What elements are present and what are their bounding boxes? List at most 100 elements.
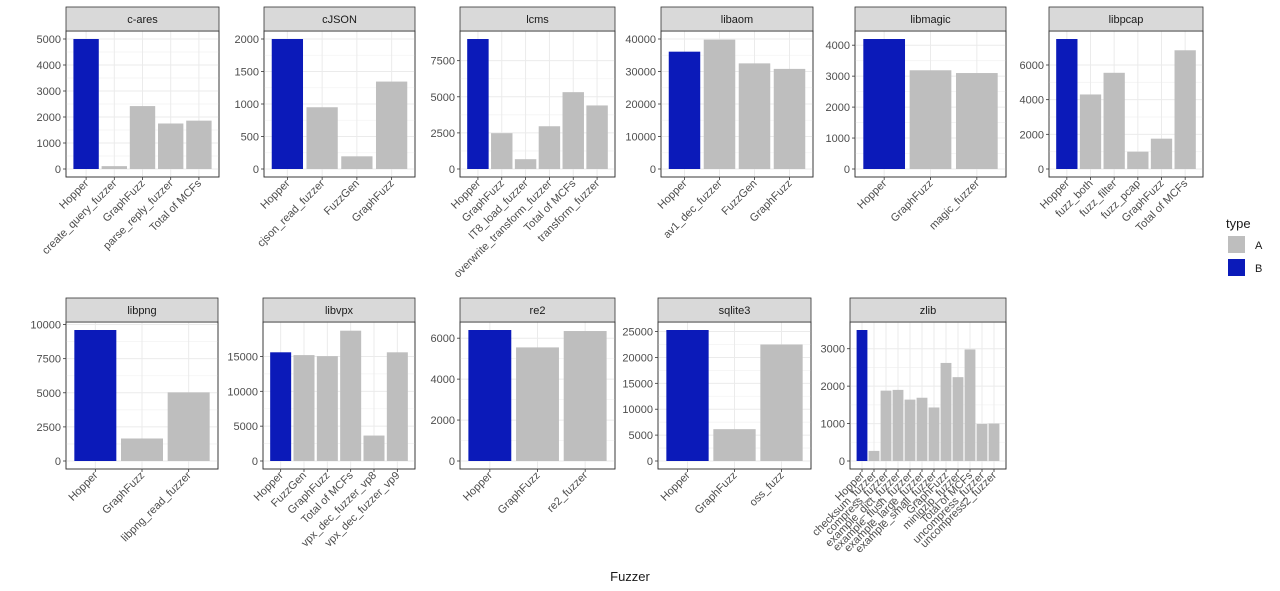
- legend: type AB: [1226, 216, 1263, 276]
- strip-label: lcms: [526, 14, 549, 26]
- x-tick-label: GraphFuzz: [693, 470, 740, 517]
- legend-label: B: [1255, 263, 1262, 275]
- x-tick-label: Hopper: [258, 177, 292, 211]
- y-tick-label: 0: [1038, 164, 1044, 176]
- bar-libpcap-graphfuzz: [1150, 138, 1173, 169]
- x-tick-label: Hopper: [855, 177, 889, 211]
- bar-libaom-av1-dec-fuzzer: [703, 39, 736, 170]
- x-tick-label: re2_fuzzer: [545, 469, 590, 514]
- bar-libpcap-total-of-mcfs: [1174, 50, 1196, 170]
- bar-c-ares-hopper: [73, 39, 99, 169]
- bar-re2-hopper: [468, 330, 512, 461]
- bar-c-ares-create-query-fuzzer: [101, 166, 127, 169]
- bar-sqlite3-hopper: [666, 330, 709, 461]
- y-tick-label: 2000: [37, 112, 61, 124]
- x-tick-label: Hopper: [461, 469, 495, 503]
- y-tick-label: 20000: [622, 352, 653, 364]
- y-tick-label: 2500: [431, 128, 455, 140]
- panel-zlib: Hopperchecksum_fuzzercompress_fuzzerexam…: [810, 297, 1007, 556]
- strip-label: libvpx: [325, 305, 354, 317]
- panel-libpng: Hopper GraphFuzzlibpng_read_fuzzer0250050…: [30, 297, 219, 544]
- x-tick-label: magic_fuzzer: [927, 177, 982, 232]
- x-axis-title: Fuzzer: [610, 569, 650, 584]
- strip-re2: [459, 297, 616, 323]
- x-tick-label: GraphFuzz: [496, 470, 543, 517]
- x-tick-label: oss_fuzz: [747, 470, 786, 509]
- bar-zlib-uncompress-fuzzer: [976, 423, 988, 461]
- bar-libpng-hopper: [74, 330, 117, 461]
- panel-libaom: Hopperav1_dec_fuzzerFuzzGenGraphFuzz0100…: [625, 6, 814, 241]
- bar-sqlite3-oss-fuzz: [760, 344, 803, 461]
- bar-libvpx-total-of-mcfs: [340, 330, 362, 461]
- y-tick-label: 0: [650, 164, 656, 176]
- bar-lcms-graphfuzz: [491, 133, 513, 169]
- y-tick-label: 0: [253, 164, 259, 176]
- y-tick-label: 6000: [1020, 60, 1044, 72]
- bar-zlib-example-dict-fuzzer: [892, 389, 904, 461]
- y-tick-label: 2000: [1020, 129, 1044, 141]
- legend-label: A: [1255, 240, 1263, 252]
- y-tick-label: 4000: [826, 40, 850, 52]
- y-tick-label: 0: [252, 456, 258, 468]
- y-tick-label: 0: [55, 456, 61, 468]
- bar-zlib-checksum-fuzzer: [868, 450, 880, 461]
- bar-libaom-fuzzgen: [738, 63, 771, 169]
- y-tick-label: 3000: [37, 86, 61, 98]
- y-tick-label: 4000: [431, 374, 455, 386]
- bar-libvpx-graphfuzz: [316, 356, 338, 461]
- y-tick-label: 3000: [826, 71, 850, 83]
- y-tick-label: 6000: [431, 333, 455, 345]
- bar-sqlite3-graphfuzz: [713, 429, 756, 461]
- strip-label: sqlite3: [719, 305, 751, 317]
- bar-zlib-example-large-fuzzer: [916, 397, 928, 461]
- y-tick-label: 5000: [37, 34, 61, 46]
- panel-lcms: HopperGraphFuzzIT8_load_fuzzeroverwrite_…: [431, 6, 616, 280]
- panel-libpcap: Hopperfuzz_bothfuzz_filterfuzz_pcapGraph…: [1020, 6, 1204, 234]
- y-tick-label: 30000: [625, 67, 656, 79]
- bar-cjson-graphfuzz: [375, 81, 408, 169]
- strip-libvpx: [262, 297, 416, 323]
- bar-libvpx-fuzzgen: [293, 355, 315, 461]
- bar-re2-re2-fuzzer: [563, 331, 607, 461]
- x-tick-label: GraphFuzz: [889, 178, 936, 225]
- y-tick-label: 1500: [235, 67, 259, 79]
- y-tick-label: 1000: [821, 419, 845, 431]
- facet-panels: Hoppercreate_query_fuzzerGraphFuzzparse_…: [30, 6, 1204, 556]
- strip-libpng: [65, 297, 219, 323]
- bar-zlib-total-of-mcfs: [964, 349, 976, 461]
- bar-libvpx-vpx-dec-fuzzer-vp9: [386, 352, 408, 461]
- y-tick-label: 40000: [625, 34, 656, 46]
- panel-sqlite3: Hopper GraphFuzz oss_fuzz 0 5000 10000 15000 20…: [622, 297, 812, 517]
- bar-zlib-minigzip-fuzzer: [952, 377, 964, 461]
- y-tick-label: 0: [449, 164, 455, 176]
- bar-zlib-compress-fuzzer: [880, 390, 892, 461]
- bar-lcms-total-of-mcfs: [562, 92, 584, 169]
- y-tick-label: 0: [839, 456, 845, 468]
- bar-libpng-libpng-read-fuzzer: [167, 392, 210, 461]
- bar-lcms-overwrite-transform-fuzzer: [538, 126, 561, 169]
- strip-label: libpcap: [1109, 14, 1144, 26]
- bar-cjson-fuzzgen: [341, 156, 373, 169]
- bar-libpcap-hopper: [1056, 39, 1078, 169]
- bar-lcms-transform-fuzzer: [586, 105, 608, 169]
- bar-libaom-graphfuzz: [773, 68, 806, 169]
- y-tick-label: 0: [449, 456, 455, 468]
- y-tick-label: 0: [55, 164, 61, 176]
- y-tick-label: 4000: [1020, 95, 1044, 107]
- bar-libmagic-hopper: [863, 39, 906, 169]
- bar-libvpx-vpx-dec-fuzzer-vp8: [363, 435, 385, 461]
- y-tick-label: 20000: [625, 99, 656, 111]
- bar-libpcap-fuzz-pcap: [1127, 151, 1149, 169]
- bar-zlib-hopper: [856, 330, 868, 461]
- strip-label: cJSON: [322, 14, 357, 26]
- x-tick-label: cjson_read_fuzzer: [255, 177, 327, 249]
- y-tick-label: 5000: [629, 430, 653, 442]
- y-tick-label: 2000: [235, 34, 259, 46]
- legend-title: type: [1226, 216, 1251, 231]
- x-tick-label: GraphFuzz: [100, 470, 147, 517]
- bar-zlib-example-flush-fuzzer: [904, 399, 916, 461]
- strip-cjson: [263, 6, 416, 32]
- bar-c-ares-total-of-mcfs: [186, 120, 212, 169]
